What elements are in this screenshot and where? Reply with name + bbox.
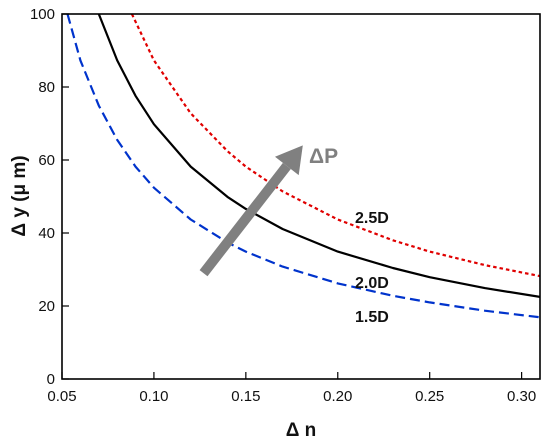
y-tick-label: 20	[38, 298, 55, 315]
curve-label-2.5d: 2.5D	[355, 210, 389, 227]
plot-frame	[61, 13, 541, 380]
x-tick-label: 0.25	[415, 388, 444, 405]
y-axis-title: Δ y (μ m)	[9, 155, 30, 236]
x-tick-label: 0.10	[139, 388, 168, 405]
y-tick-label: 80	[38, 79, 55, 96]
annotation-label: ΔP	[309, 145, 338, 168]
y-tick-label: 40	[38, 225, 55, 242]
y-tick-label: 60	[38, 152, 55, 169]
curve-label-1.5d: 1.5D	[355, 309, 389, 326]
ticks-group: 0.05 0.10 0.15 0.20 0.25 0.30 0 20 40 60 80 100	[30, 6, 536, 405]
plot-background	[62, 14, 540, 379]
x-tick-label: 0.30	[507, 388, 536, 405]
x-tick-label: 0.20	[323, 388, 352, 405]
curve-label-2.0d: 2.0D	[355, 275, 389, 292]
pressure-arrow	[199, 145, 303, 277]
arrow-head	[275, 145, 303, 176]
x-tick-label: 0.05	[47, 388, 76, 405]
arrow-shaft	[199, 162, 291, 277]
series-curve-2.5d	[130, 14, 540, 278]
y-tick-label: 100	[30, 6, 55, 23]
y-tick-label: 0	[47, 371, 55, 388]
series-curve-2.0d	[97, 14, 540, 298]
x-axis-title: Δ n	[286, 420, 317, 441]
x-tick-label: 0.15	[231, 388, 260, 405]
